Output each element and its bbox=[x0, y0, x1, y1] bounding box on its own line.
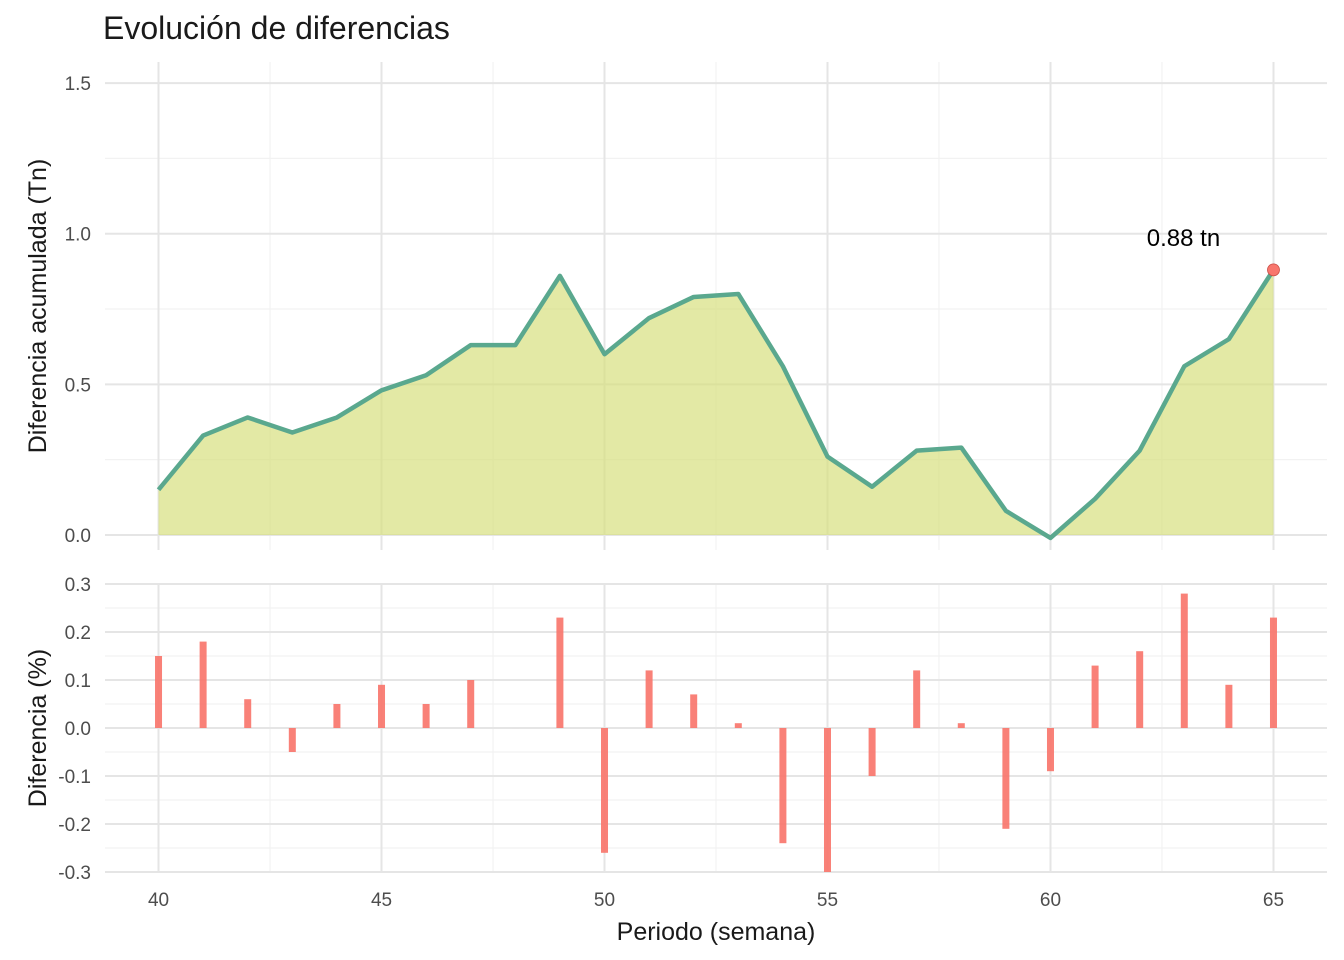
percent-bar bbox=[1136, 651, 1144, 728]
bottom-panel-percent: -0.3 -0.2 -0.1 0.0 0.1 0.2 0.3 40 45 50 55 60 65 bbox=[58, 575, 1327, 911]
cumulative-point bbox=[647, 316, 651, 320]
percent-bar bbox=[1269, 617, 1277, 728]
y-tick-label-bottom: 0.1 bbox=[65, 671, 91, 692]
cumulative-point bbox=[1138, 449, 1142, 453]
percent-bar bbox=[913, 670, 921, 728]
cumulative-point bbox=[246, 415, 250, 419]
percent-bar bbox=[957, 723, 965, 728]
percent-bar bbox=[199, 641, 207, 728]
chart-title: Evolución de diferencias bbox=[103, 10, 450, 46]
y-tick-label-top: 0.0 bbox=[65, 526, 91, 547]
cumulative-area bbox=[158, 269, 1274, 538]
last-value-label: 0.88 tn bbox=[1147, 225, 1220, 252]
cumulative-point bbox=[1227, 337, 1231, 341]
percent-bar bbox=[823, 728, 831, 872]
percent-bar bbox=[244, 699, 252, 728]
percent-bar bbox=[1091, 665, 1099, 728]
percent-bar bbox=[378, 684, 386, 728]
cumulative-point bbox=[1004, 509, 1008, 513]
y-tick-label-bottom: -0.2 bbox=[58, 815, 91, 836]
cumulative-point bbox=[915, 449, 919, 453]
percent-bar bbox=[556, 617, 564, 728]
percent-bar bbox=[288, 728, 296, 752]
y-tick-label-bottom: -0.3 bbox=[58, 863, 91, 884]
cumulative-point bbox=[424, 373, 428, 377]
percent-bar bbox=[1002, 728, 1010, 829]
x-tick-label: 45 bbox=[371, 890, 392, 911]
x-tick-label: 65 bbox=[1263, 890, 1284, 911]
x-axis-title: Periodo (semana) bbox=[617, 918, 816, 946]
cumulative-point bbox=[335, 415, 339, 419]
cumulative-point bbox=[469, 343, 473, 347]
cumulative-point bbox=[558, 274, 562, 278]
percent-bar bbox=[467, 680, 475, 728]
y-axis-title-top: Diferencia acumulada (Tn) bbox=[24, 159, 52, 454]
percent-bar bbox=[155, 656, 163, 728]
x-tick-label: 50 bbox=[594, 890, 615, 911]
cumulative-point bbox=[1093, 497, 1097, 501]
x-tick-label: 40 bbox=[148, 890, 169, 911]
percent-bar bbox=[868, 728, 876, 776]
last-value-point bbox=[1267, 263, 1280, 277]
cumulative-point bbox=[380, 388, 384, 392]
cumulative-line bbox=[156, 268, 1276, 541]
cumulative-point bbox=[513, 343, 517, 347]
cumulative-point bbox=[1048, 536, 1052, 540]
cumulative-point bbox=[157, 488, 161, 492]
x-tick-label: 60 bbox=[1040, 890, 1061, 911]
percent-bar bbox=[422, 704, 430, 728]
y-tick-label-bottom: 0.0 bbox=[65, 719, 91, 740]
cumulative-point bbox=[290, 431, 294, 435]
percent-bar bbox=[1180, 593, 1188, 728]
cumulative-point bbox=[870, 485, 874, 489]
percent-bar bbox=[690, 694, 698, 728]
y-tick-label-bottom: 0.2 bbox=[65, 623, 91, 644]
percent-bar bbox=[779, 728, 787, 844]
y-axis-title-bottom: Diferencia (%) bbox=[24, 649, 52, 807]
y-tick-label-top: 1.0 bbox=[65, 225, 91, 246]
y-tick-label-top: 0.5 bbox=[65, 375, 91, 396]
percent-bar bbox=[1225, 684, 1233, 728]
x-tick-label: 55 bbox=[817, 890, 838, 911]
cumulative-point bbox=[692, 295, 696, 299]
percent-bar bbox=[1046, 728, 1054, 772]
percent-bar bbox=[601, 728, 609, 853]
cumulative-point bbox=[201, 434, 205, 438]
top-panel-cumulative: 0.0 0.5 1.0 1.5 0.88 tn bbox=[65, 62, 1327, 550]
cumulative-point bbox=[959, 446, 963, 450]
percent-bar bbox=[734, 723, 742, 728]
y-tick-label-bottom: -0.1 bbox=[58, 767, 91, 788]
cumulative-point bbox=[736, 292, 740, 296]
cumulative-point bbox=[603, 352, 607, 356]
cumulative-point bbox=[825, 455, 829, 459]
y-tick-label-bottom: 0.3 bbox=[65, 575, 91, 596]
y-tick-label-top: 1.5 bbox=[65, 74, 91, 95]
percent-bar bbox=[333, 704, 341, 728]
percent-bar bbox=[645, 670, 653, 728]
cumulative-point bbox=[781, 364, 785, 368]
cumulative-point bbox=[1182, 364, 1186, 368]
